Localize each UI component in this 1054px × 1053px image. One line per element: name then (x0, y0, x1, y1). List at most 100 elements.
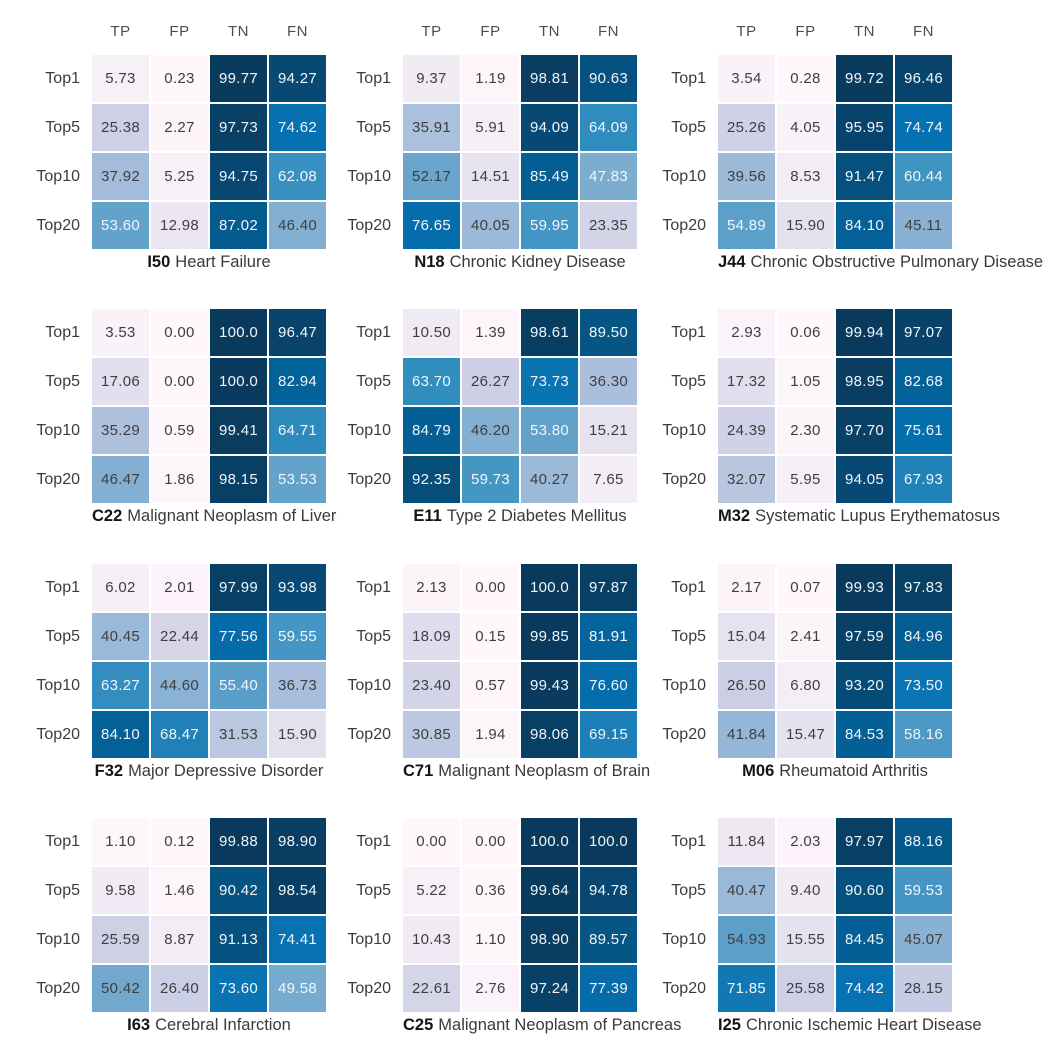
row-label-top5: Top5 (17, 613, 90, 660)
heatmap-cell: 94.05 (836, 456, 893, 503)
heatmap-cell: 37.92 (92, 153, 149, 200)
heatmap-cell: 0.00 (462, 818, 519, 865)
panel-caption: M32 Systematic Lupus Erythematosus (718, 507, 1000, 526)
heatmap-cell: 97.83 (895, 564, 952, 611)
column-header-fn: FN (913, 23, 934, 40)
heatmap-cell: 94.27 (269, 55, 326, 102)
heatmap-cell: 92.35 (403, 456, 460, 503)
heatmap-cell: 18.09 (403, 613, 460, 660)
row-label-top1: Top1 (17, 55, 90, 102)
heatmap-cell: 1.94 (462, 711, 519, 758)
heatmap-cell: 25.59 (92, 916, 149, 963)
heatmap-grid: Top1 9.37 1.19 98.81 90.63 Top5 35.91 5.91 94.09… (328, 55, 637, 249)
disease-name: Chronic Kidney Disease (449, 253, 626, 271)
heatmap-cell: 76.60 (580, 662, 637, 709)
panel-caption: I50 Heart Failure (92, 253, 326, 272)
row-label-top5: Top5 (17, 867, 90, 914)
column-header-row: TP FP TN FN (643, 22, 952, 42)
column-header-tp: TP (421, 23, 442, 40)
heatmap-cell: 9.37 (403, 55, 460, 102)
heatmap-grid: Top1 3.53 0.00 100.0 96.47 Top5 17.06 0.00 100.0… (17, 309, 326, 503)
heatmap-cell: 90.63 (580, 55, 637, 102)
heatmap-cell: 77.56 (210, 613, 267, 660)
heatmap-cell: 60.44 (895, 153, 952, 200)
heatmap-panel-i25: Top1 11.84 2.03 97.97 88.16 Top5 40.47 9.40 90.6… (643, 818, 982, 1035)
row-label-top5: Top5 (17, 358, 90, 405)
row-label-top10: Top10 (643, 662, 716, 709)
row-label-top20: Top20 (328, 711, 401, 758)
heatmap-cell: 53.53 (269, 456, 326, 503)
heatmap-grid: Top1 0.00 0.00 100.0 100.0 Top5 5.22 0.36 99.64 9… (328, 818, 637, 1012)
column-header-tn: TN (228, 23, 249, 40)
heatmap-cell: 74.74 (895, 104, 952, 151)
disease-code: C71 (403, 762, 434, 780)
heatmap-cell: 49.58 (269, 965, 326, 1012)
heatmap-cell: 77.39 (580, 965, 637, 1012)
heatmap-cell: 73.50 (895, 662, 952, 709)
heatmap-cell: 5.95 (777, 456, 834, 503)
row-label-top5: Top5 (328, 358, 401, 405)
heatmap-cell: 31.53 (210, 711, 267, 758)
heatmap-cell: 71.85 (718, 965, 775, 1012)
heatmap-panel-f32: Top1 6.02 2.01 97.99 93.98 Top5 40.45 22.44 77.5… (17, 564, 326, 781)
heatmap-panel-j44: TP FP TN FN Top1 3.54 0.28 99.72 96.46 Top5 25.26 4… (643, 23, 1043, 272)
heatmap-cell: 22.61 (403, 965, 460, 1012)
row-label-top20: Top20 (328, 456, 401, 503)
heatmap-cell: 98.06 (521, 711, 578, 758)
heatmap-cell: 1.46 (151, 867, 208, 914)
heatmap-cell: 40.05 (462, 202, 519, 249)
column-header-fn: FN (287, 23, 308, 40)
disease-name: Chronic Obstructive Pulmonary Disease (750, 253, 1044, 271)
heatmap-cell: 50.42 (92, 965, 149, 1012)
heatmap-cell: 99.94 (836, 309, 893, 356)
heatmap-grid: Top1 2.93 0.06 99.94 97.07 Top5 17.32 1.05 98.95… (643, 309, 952, 503)
heatmap-panel-i63: Top1 1.10 0.12 99.88 98.90 Top5 9.58 1.46 90.42 9… (17, 818, 326, 1035)
panel-caption: F32 Major Depressive Disorder (92, 762, 326, 781)
heatmap-cell: 90.42 (210, 867, 267, 914)
heatmap-cell: 0.57 (462, 662, 519, 709)
heatmap-cell: 99.93 (836, 564, 893, 611)
heatmap-cell: 84.10 (836, 202, 893, 249)
heatmap-cell: 100.0 (210, 309, 267, 356)
heatmap-cell: 40.27 (521, 456, 578, 503)
heatmap-cell: 1.39 (462, 309, 519, 356)
heatmap-cell: 5.73 (92, 55, 149, 102)
row-label-top20: Top20 (328, 965, 401, 1012)
heatmap-cell: 5.25 (151, 153, 208, 200)
heatmap-cell: 58.16 (895, 711, 952, 758)
row-label-top20: Top20 (17, 965, 90, 1012)
heatmap-cell: 44.60 (151, 662, 208, 709)
heatmap-cell: 67.93 (895, 456, 952, 503)
heatmap-cell: 97.73 (210, 104, 267, 151)
heatmap-cell: 7.65 (580, 456, 637, 503)
row-label-top20: Top20 (643, 711, 716, 758)
heatmap-cell: 0.28 (777, 55, 834, 102)
heatmap-cell: 100.0 (521, 564, 578, 611)
disease-name: Heart Failure (175, 253, 271, 271)
heatmap-cell: 89.50 (580, 309, 637, 356)
heatmap-cell: 41.84 (718, 711, 775, 758)
row-label-top10: Top10 (17, 662, 90, 709)
heatmap-cell: 59.73 (462, 456, 519, 503)
heatmap-grid: Top1 10.50 1.39 98.61 89.50 Top5 63.70 26.27 73.… (328, 309, 637, 503)
heatmap-cell: 36.30 (580, 358, 637, 405)
row-label-top1: Top1 (643, 564, 716, 611)
heatmap-cell: 2.17 (718, 564, 775, 611)
heatmap-cell: 22.44 (151, 613, 208, 660)
heatmap-cell: 9.58 (92, 867, 149, 914)
heatmap-cell: 0.07 (777, 564, 834, 611)
heatmap-cell: 0.00 (151, 358, 208, 405)
heatmap-cell: 2.76 (462, 965, 519, 1012)
heatmap-cell: 100.0 (580, 818, 637, 865)
heatmap-panel-m32: Top1 2.93 0.06 99.94 97.07 Top5 17.32 1.05 98.95… (643, 309, 1000, 526)
heatmap-cell: 17.32 (718, 358, 775, 405)
row-label-top10: Top10 (17, 153, 90, 200)
heatmap-cell: 23.40 (403, 662, 460, 709)
row-label-top5: Top5 (643, 867, 716, 914)
row-label-top10: Top10 (643, 407, 716, 454)
heatmap-cell: 89.57 (580, 916, 637, 963)
panel-caption: C71 Malignant Neoplasm of Brain (403, 762, 650, 781)
row-label-top1: Top1 (643, 818, 716, 865)
heatmap-grid: Top1 6.02 2.01 97.99 93.98 Top5 40.45 22.44 77.5… (17, 564, 326, 758)
